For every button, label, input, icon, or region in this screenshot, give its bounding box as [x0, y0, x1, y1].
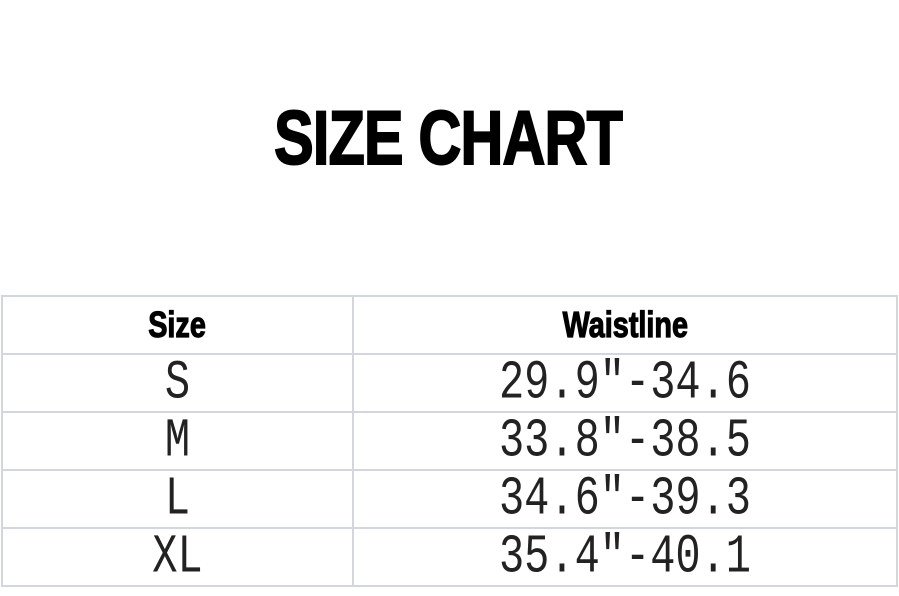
waistline-cell: 29.9″-34.6 — [352, 351, 898, 415]
waistline-value: 33.8″-38.5 — [498, 409, 752, 473]
waistline-value: 29.9″-34.6 — [498, 351, 752, 415]
waistline-cell: 34.6″-39.3 — [352, 467, 898, 531]
table-row: L 34.6″-39.3 — [1, 467, 898, 531]
table-row: XL 35.4″-40.1 — [1, 525, 898, 589]
header-size-label: Size — [148, 303, 207, 345]
size-value: L — [164, 467, 191, 531]
size-chart-table: Size Waistline S 29.9″-34.6 M 33.8″-38.5… — [1, 295, 898, 589]
waistline-value: 34.6″-39.3 — [498, 467, 752, 531]
header-waistline-label: Waistline — [562, 303, 688, 345]
size-value: S — [164, 351, 191, 415]
table-row: S 29.9″-34.6 — [1, 351, 898, 415]
header-size: Size — [1, 295, 354, 355]
size-cell: L — [1, 467, 354, 531]
size-cell: S — [1, 351, 354, 415]
size-value: XL — [152, 525, 203, 589]
table-row: M 33.8″-38.5 — [1, 409, 898, 473]
page-title: SIZE CHART — [273, 95, 623, 182]
table-header-row: Size Waistline — [1, 295, 898, 355]
size-cell: M — [1, 409, 354, 473]
size-cell: XL — [1, 525, 354, 589]
size-value: M — [164, 409, 191, 473]
waistline-value: 35.4″-40.1 — [498, 525, 752, 589]
waistline-cell: 33.8″-38.5 — [352, 409, 898, 473]
header-waistline: Waistline — [352, 295, 898, 355]
waistline-cell: 35.4″-40.1 — [352, 525, 898, 589]
